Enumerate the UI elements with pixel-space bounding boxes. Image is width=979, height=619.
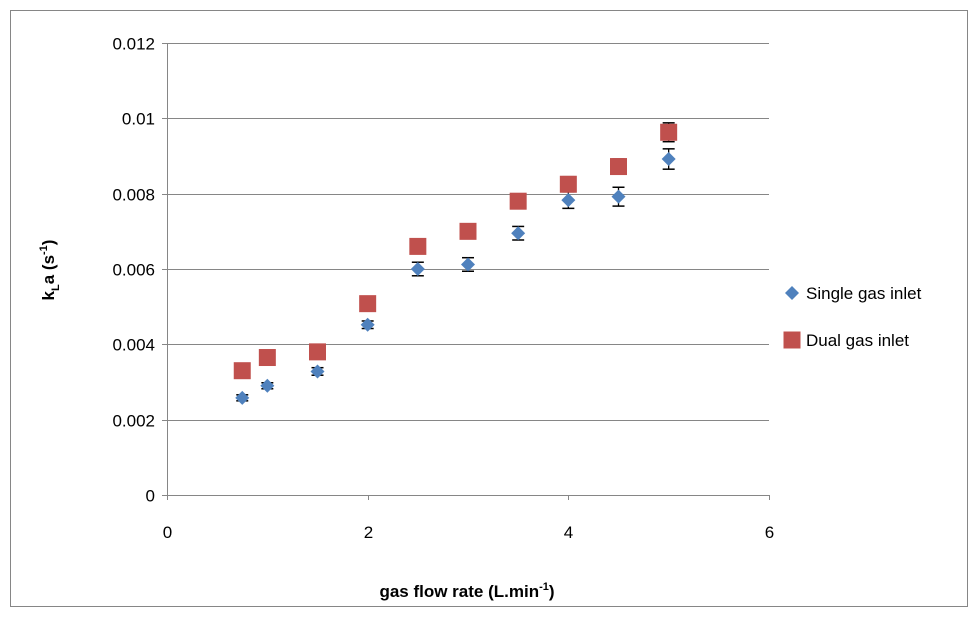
single-gas-inlet-point	[410, 262, 425, 276]
legend-label: Dual gas inlet	[806, 331, 909, 350]
y-tick-label: 0.004	[112, 336, 155, 355]
dual-gas-inlet-point	[660, 123, 678, 141]
y-tick-label: 0.01	[122, 110, 155, 129]
single-gas-inlet-point	[611, 189, 626, 204]
dual-gas-inlet-point	[509, 192, 527, 210]
dual-gas-inlet-point	[233, 362, 251, 380]
single-gas-inlet-point	[661, 152, 676, 167]
y-tick-label: 0	[146, 487, 155, 506]
single-gas-inlet-point	[260, 378, 275, 393]
dual-gas-inlet-point	[610, 158, 627, 176]
single-gas-inlet-point	[511, 226, 526, 241]
x-tick-label: 0	[163, 523, 172, 542]
single-gas-inlet-point	[360, 317, 375, 332]
y-tick-label: 0.008	[112, 186, 155, 205]
y-tick-label: 0.002	[112, 412, 155, 431]
y-tick-label: 0.006	[112, 261, 155, 280]
dual-gas-inlet-point	[409, 237, 427, 255]
x-tick-label: 6	[765, 523, 774, 542]
single-gas-inlet-point	[461, 257, 475, 272]
marker-layer	[233, 123, 678, 405]
x-tick-label: 2	[364, 523, 373, 542]
legend-label: Single gas inlet	[806, 284, 922, 303]
y-tick-label: 0.012	[112, 35, 155, 54]
legend: Single gas inlet Dual gas inlet	[783, 284, 922, 350]
dual-gas-inlet-point	[258, 349, 276, 367]
single-gas-inlet-point	[310, 364, 325, 379]
dual-gas-inlet-point	[559, 175, 577, 193]
dual-gas-inlet-point	[359, 295, 377, 313]
y-axis-title: kLa (s-1)	[38, 240, 62, 301]
legend-marker-dual-gas-inlet	[783, 331, 801, 349]
x-tick-label: 4	[564, 523, 573, 542]
chart-outer-border	[10, 10, 968, 607]
legend-marker-single-gas-inlet	[785, 286, 799, 300]
single-gas-inlet-point	[561, 193, 576, 208]
dual-gas-inlet-point	[309, 343, 326, 361]
dual-gas-inlet-point	[459, 222, 477, 240]
single-gas-inlet-point	[235, 390, 250, 405]
x-axis-title: gas flow rate (L.min-1)	[379, 581, 554, 601]
axis-layer: 0 0.002 0.004 0.006 0.008 0.01 0.012 0 2 4 6	[112, 35, 774, 543]
